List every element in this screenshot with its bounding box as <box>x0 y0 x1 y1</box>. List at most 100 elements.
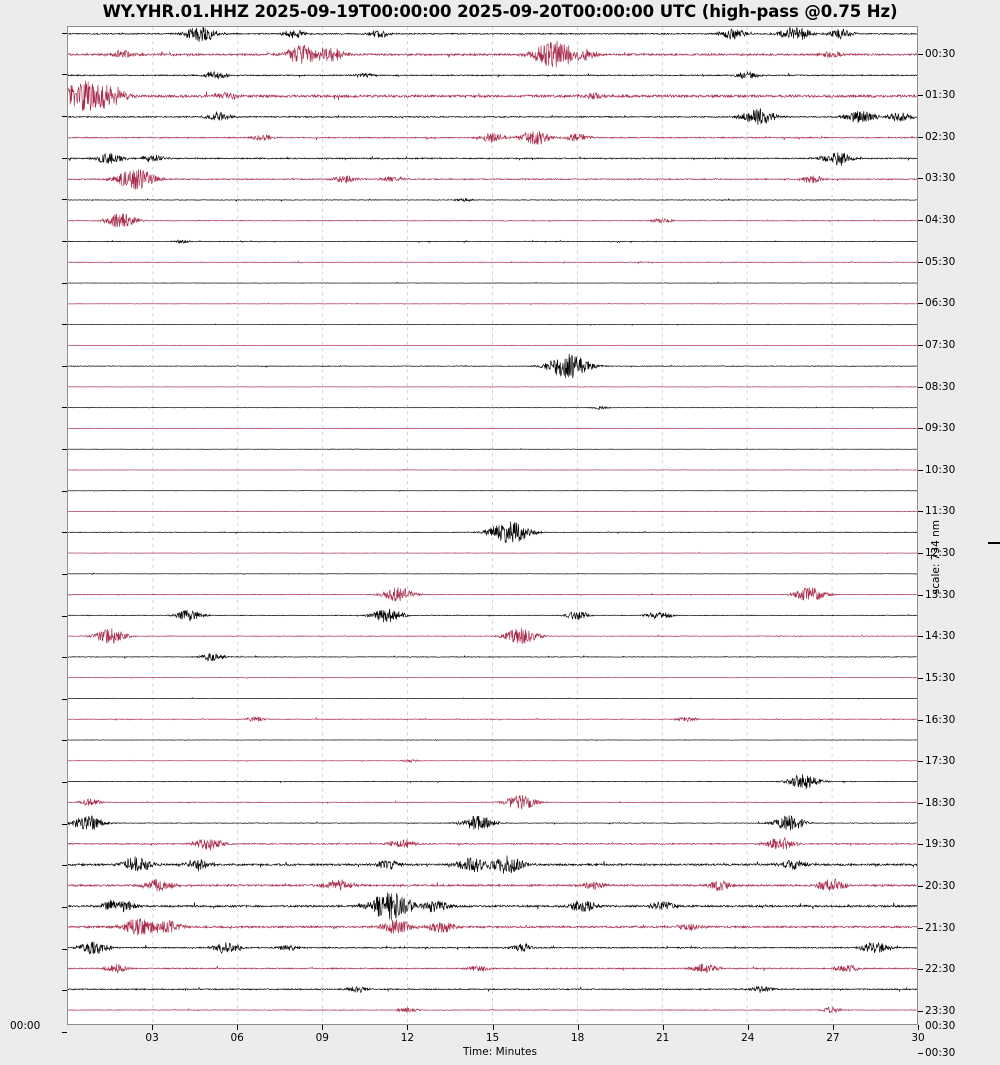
trace-row-37 <box>68 795 917 809</box>
y-label-right-1430: 14:30 <box>925 630 956 643</box>
trace-row-26 <box>68 573 917 574</box>
trace-row-24 <box>68 521 917 542</box>
y-label-right-0430: 04:30 <box>925 214 956 227</box>
y-label-right-1530: 15:30 <box>925 671 956 684</box>
y-tick-right <box>918 636 923 638</box>
y-tick-left <box>62 324 67 326</box>
y-tick-left <box>62 157 67 159</box>
x-label-15: 15 <box>485 1032 500 1044</box>
trace-row-31 <box>68 677 917 678</box>
x-tick <box>322 1025 324 1030</box>
y-tick-left <box>62 282 67 284</box>
trace-row-45 <box>68 964 917 973</box>
y-label-right-1130: 11:30 <box>925 505 956 518</box>
x-tick <box>918 1025 919 1030</box>
y-tick-right <box>918 53 923 55</box>
y-tick-right <box>918 136 923 138</box>
x-tick <box>747 1025 749 1030</box>
trace-row-10 <box>68 240 917 243</box>
y-label-right-1030: 10:30 <box>925 463 956 476</box>
trace-row-0 <box>68 27 917 42</box>
trace-row-14 <box>68 324 917 325</box>
trace-row-21 <box>68 469 917 470</box>
y-tick-left <box>62 823 67 825</box>
y-tick-left <box>62 740 67 742</box>
x-tick <box>407 1025 409 1030</box>
y-tick-left <box>62 199 67 201</box>
y-tick-left <box>62 865 67 867</box>
y-axis-right: 00:30 01:30 02:30 03:30 04:30 05:30 06:30 07:30… <box>925 26 1000 1059</box>
x-label-12: 12 <box>400 1032 415 1044</box>
x-tick <box>492 1025 494 1030</box>
trace-row-43 <box>68 918 917 935</box>
trace-row-46 <box>68 986 917 992</box>
corner-label-left: 00:00 <box>10 1020 41 1032</box>
y-tick-right <box>918 719 923 721</box>
y-label-right-2230: 22:30 <box>925 963 956 976</box>
trace-row-9 <box>68 214 917 228</box>
trace-row-13 <box>68 303 917 304</box>
trace-row-1 <box>68 41 917 68</box>
x-label-24: 24 <box>741 1032 755 1044</box>
trace-row-47 <box>68 1007 917 1013</box>
y-label-right-1630: 16:30 <box>925 713 956 726</box>
trace-row-32 <box>68 698 917 699</box>
scale-annotation: scale: 734 nm <box>930 490 1000 610</box>
trace-row-42 <box>68 892 917 920</box>
y-tick-left <box>62 240 67 242</box>
y-tick-right <box>918 927 923 929</box>
trace-row-6 <box>68 152 917 165</box>
y-tick-marks <box>0 26 1000 1025</box>
y-tick-right <box>918 469 923 471</box>
y-label-right-2330: 23:30 <box>925 1004 956 1017</box>
x-tick <box>237 1025 239 1030</box>
y-tick-right <box>918 220 923 222</box>
y-label-right-0730: 07:30 <box>925 338 956 351</box>
y-tick-left <box>62 657 67 659</box>
y-label-right-1730: 17:30 <box>925 755 956 768</box>
trace-row-17 <box>68 386 917 387</box>
y-tick-left <box>62 615 67 617</box>
y-tick-left <box>62 532 67 534</box>
trace-row-40 <box>68 856 917 874</box>
trace-row-20 <box>68 449 917 450</box>
y-label-right-1930: 19:30 <box>925 838 956 851</box>
y-tick-right <box>918 594 923 596</box>
y-tick-right <box>918 511 923 513</box>
trace-row-41 <box>68 879 917 892</box>
x-axis-title: Time: Minutes <box>463 1046 537 1058</box>
y-label-right-0830: 08:30 <box>925 380 956 393</box>
x-label-09: 09 <box>315 1032 329 1044</box>
y-tick-left <box>62 407 67 409</box>
y-tick-left <box>62 698 67 700</box>
trace-row-19 <box>68 428 917 429</box>
y-label-right-1330: 13:30 <box>925 588 956 601</box>
trace-row-29 <box>68 628 917 644</box>
trace-row-5 <box>68 131 917 144</box>
y-tick-right <box>918 677 923 679</box>
x-tick <box>152 1025 154 1030</box>
trace-row-7 <box>68 169 917 189</box>
x-label-30: 30 <box>911 1032 925 1044</box>
y-tick-left <box>62 906 67 908</box>
trace-row-44 <box>68 942 917 954</box>
y-label-right-0930: 09:30 <box>925 422 956 435</box>
y-label-right-0030: 00:30 <box>925 1046 956 1059</box>
y-tick-left <box>62 782 67 784</box>
y-tick-right <box>918 303 923 305</box>
trace-row-3 <box>68 81 917 111</box>
y-tick-left <box>62 449 67 451</box>
y-tick-right <box>918 761 923 763</box>
plot-area <box>67 26 918 1025</box>
y-tick-right <box>918 886 923 888</box>
y-label-right-0230: 02:30 <box>925 130 956 143</box>
trace-row-4 <box>68 109 917 125</box>
y-label-right-2030: 20:30 <box>925 880 956 893</box>
trace-row-36 <box>68 774 917 789</box>
y-tick-right <box>918 95 923 97</box>
trace-row-2 <box>68 72 917 79</box>
y-label-right-1230: 12:30 <box>925 547 956 560</box>
y-label-right-0330: 03:30 <box>925 172 956 185</box>
scale-bar-icon <box>988 542 1000 544</box>
